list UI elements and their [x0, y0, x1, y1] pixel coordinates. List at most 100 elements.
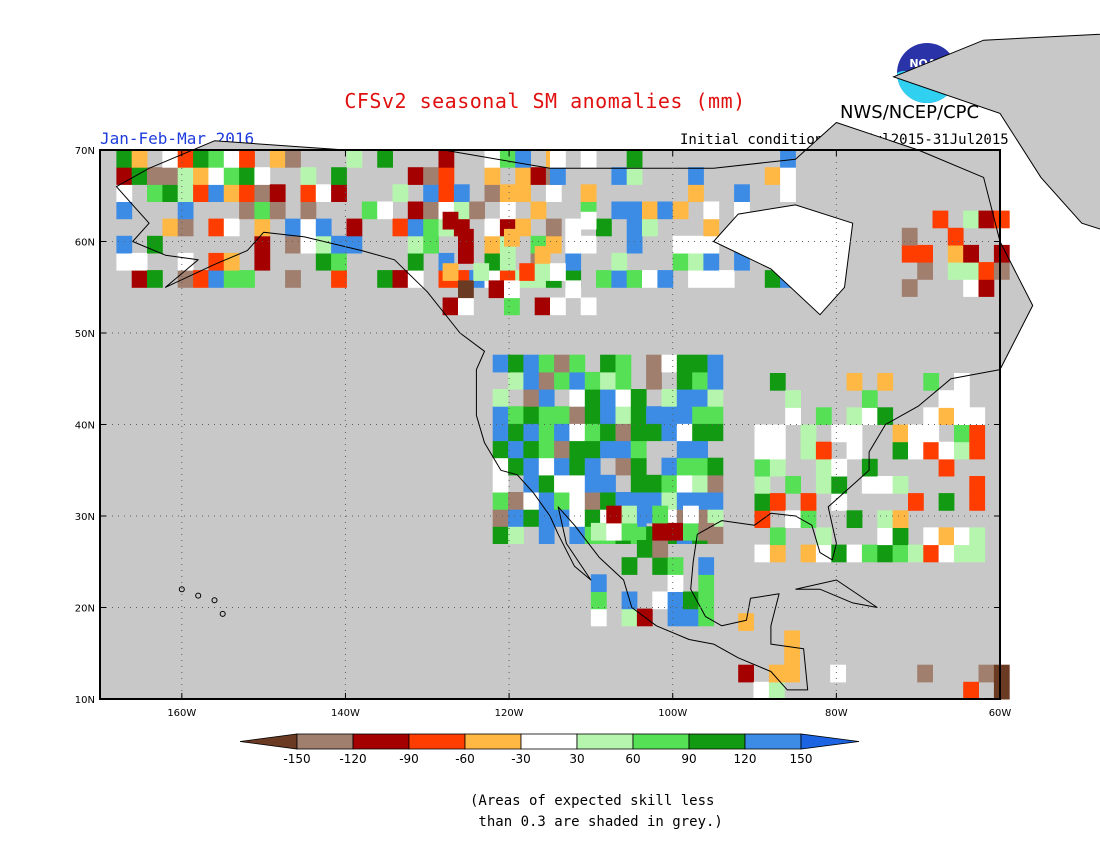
anomaly-cell [580, 297, 597, 316]
anomaly-cell [923, 424, 940, 443]
anomaly-cell [600, 440, 616, 459]
anomaly-cell [346, 218, 363, 237]
anomaly-cell [423, 201, 439, 220]
anomaly-cell [703, 201, 720, 220]
anomaly-cell [600, 371, 616, 390]
anomaly-cell [162, 184, 179, 202]
anomaly-cell [661, 389, 678, 407]
anomaly-cell [569, 526, 586, 544]
anomaly-cell [504, 297, 520, 316]
anomaly-cell [861, 458, 878, 477]
anomaly-cell [923, 373, 940, 391]
anomaly-cell [917, 262, 933, 280]
anomaly-cell [676, 406, 693, 424]
graticule [100, 149, 1001, 700]
anomaly-cell [877, 544, 894, 563]
map-frame [99, 149, 1001, 700]
anomaly-cell [800, 441, 817, 460]
anomaly-cell [584, 509, 601, 527]
anomaly-cell [584, 423, 601, 442]
map-title: CFSv2 seasonal SM anomalies (mm) [344, 89, 746, 113]
anomaly-cell [423, 167, 439, 185]
lat-label: 70N [75, 146, 95, 157]
anomaly-cell [969, 493, 986, 511]
anomaly-cell [538, 423, 555, 442]
anomaly-cell [499, 252, 516, 271]
anomaly-cell [492, 423, 509, 442]
anomaly-cell [492, 354, 509, 373]
anomaly-cell [780, 167, 796, 185]
anomaly-cell [780, 184, 796, 202]
anomaly-cell [830, 664, 846, 683]
anomaly-cell [331, 184, 347, 202]
anomaly-cell [550, 263, 566, 281]
anomaly-cell [621, 608, 638, 627]
anomaly-cell [515, 184, 531, 202]
anomaly-cell [969, 441, 986, 460]
anomaly-cell [508, 457, 524, 476]
anomaly-cell [688, 235, 704, 254]
anomaly-cell [147, 167, 163, 185]
anomaly-cell [223, 252, 240, 271]
anomaly-cell [947, 244, 964, 263]
anomaly-cell [508, 406, 524, 424]
anomaly-cell [254, 218, 271, 237]
anomaly-cell [492, 492, 509, 510]
anomaly-cell [508, 492, 524, 510]
anomaly-cell [285, 235, 301, 254]
anomaly-cell [177, 167, 194, 185]
anomaly-cell [584, 492, 601, 510]
anomaly-cell [626, 201, 643, 220]
anomaly-cell [938, 527, 955, 546]
anomaly-cell [331, 167, 347, 185]
anomaly-cell [239, 270, 255, 288]
anomaly-cell [753, 681, 770, 700]
anomaly-cell [538, 509, 555, 527]
anomaly-cell [692, 371, 708, 390]
anomaly-cell [554, 474, 570, 493]
anomaly-cell [208, 167, 225, 185]
anomaly-cell [584, 457, 601, 476]
anomaly-cell [458, 228, 474, 247]
agency-label: NWS/NCEP/CPC [840, 102, 980, 123]
anomaly-cell [611, 201, 628, 220]
anomaly-cell [815, 544, 832, 563]
anomaly-cell [615, 423, 632, 442]
anomaly-cell [239, 184, 255, 202]
anomaly-cell [698, 574, 715, 592]
anomaly-cell [538, 354, 555, 373]
anomaly-cell [646, 423, 662, 442]
anomaly-cell [615, 406, 632, 424]
anomaly-cell [453, 184, 470, 202]
anomaly-cell [815, 527, 832, 546]
anomaly-cell [596, 270, 612, 288]
anomaly-cell [676, 371, 693, 390]
anomaly-cell [630, 389, 647, 407]
anomaly-cell [315, 235, 332, 254]
anomaly-cell [492, 440, 509, 459]
anomaly-cell [392, 270, 409, 288]
anomaly-cell [162, 167, 179, 185]
anomaly-cell [688, 270, 704, 288]
anomaly-cell [523, 492, 540, 510]
anomaly-cell [442, 211, 459, 230]
anomaly-cell [538, 474, 555, 493]
colorbar-swatch [632, 733, 690, 750]
anomaly-cell [667, 574, 684, 592]
anomaly-cell [978, 279, 995, 297]
anomaly-cell [877, 407, 894, 425]
anomaly-cell [892, 424, 909, 443]
anomaly-cell [800, 493, 817, 511]
anomaly-cell [600, 423, 616, 442]
anomaly-cell [661, 354, 678, 373]
anomaly-cell [831, 458, 848, 477]
anomaly-cell [223, 270, 240, 288]
anomaly-cell [954, 544, 970, 563]
anomaly-cell [569, 371, 586, 390]
anomaly-cell [550, 150, 566, 168]
colorbar-swatch [296, 733, 354, 750]
anomaly-cell [947, 227, 964, 246]
anomaly-cell [300, 235, 317, 254]
anomaly-cell [565, 280, 582, 299]
anomaly-cell [831, 424, 848, 443]
